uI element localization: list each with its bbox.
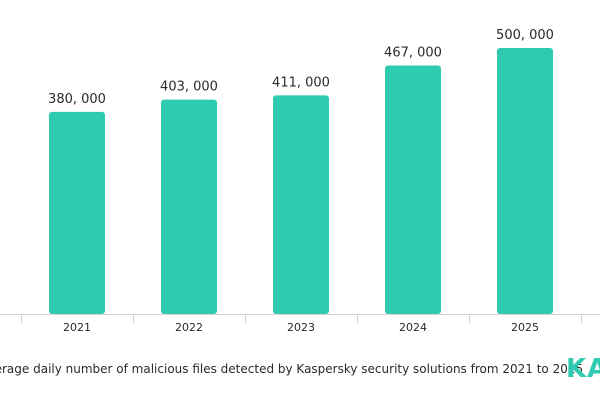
chart-caption: Average daily number of malicious files …	[0, 362, 584, 376]
x-tick-label-2025: 2025	[511, 321, 539, 334]
bar-2024	[385, 65, 441, 314]
data-label-2022: 403, 000	[160, 80, 218, 95]
data-label-2024: 467, 000	[384, 46, 442, 61]
bar-2023	[273, 95, 329, 315]
x-tick-label-2024: 2024	[399, 321, 427, 334]
x-tick-label-2023: 2023	[287, 321, 315, 334]
bar-2021	[49, 111, 105, 314]
kaspersky-logo: KASPERSKY	[566, 354, 600, 384]
x-tick-label-2022: 2022	[175, 321, 203, 334]
bar-2025	[497, 48, 553, 314]
data-label-2023: 411, 000	[272, 75, 330, 90]
data-label-2021: 380, 000	[48, 92, 106, 107]
x-tick-label-2021: 2021	[63, 321, 91, 334]
bar-2022	[161, 99, 217, 314]
data-label-2025: 500, 000	[496, 28, 554, 43]
